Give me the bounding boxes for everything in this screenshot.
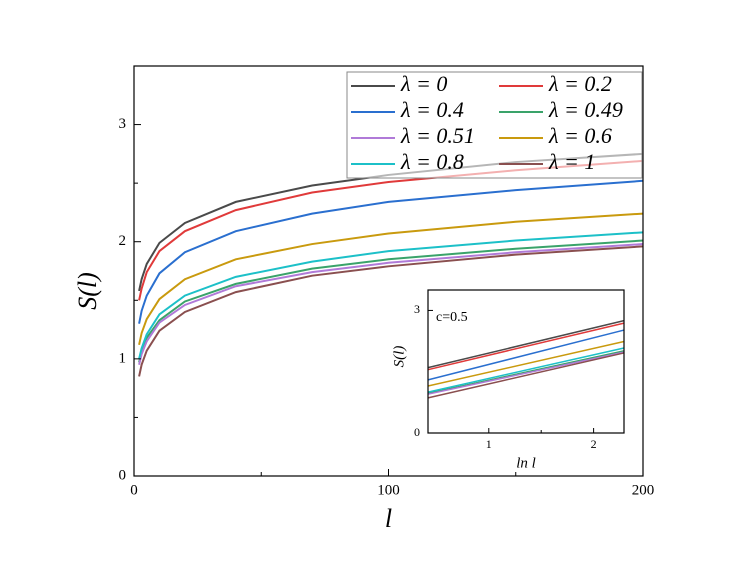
legend-box — [346, 71, 643, 179]
series-line — [138, 243, 644, 365]
y-tick-label: 3 — [119, 116, 127, 132]
legend-label: λ = 0.2 — [548, 71, 612, 96]
x-tick-label: 2 — [591, 437, 597, 451]
y-tick-label: 2 — [119, 233, 127, 249]
series-line — [427, 340, 625, 387]
legend-label: λ = 1 — [548, 149, 595, 174]
legend-label: λ = 0.6 — [548, 123, 612, 148]
legend-label: λ = 0.51 — [400, 123, 475, 148]
series-line — [138, 245, 644, 377]
legend-label: λ = 0.49 — [548, 97, 623, 122]
y-axis-label: S(l) — [73, 272, 102, 310]
annotation: c=0.5 — [436, 310, 468, 325]
series-line — [138, 231, 644, 360]
series-line — [138, 179, 644, 324]
legend-label: λ = 0 — [400, 71, 447, 96]
series-line — [427, 350, 625, 395]
series-line — [138, 159, 644, 301]
legend-label: λ = 0.8 — [400, 149, 464, 174]
series-line — [427, 351, 625, 395]
series-line — [138, 239, 644, 363]
y-tick-label: 3 — [414, 302, 420, 316]
series-line — [427, 352, 625, 399]
series-line — [427, 347, 625, 393]
x-tick-label: 1 — [486, 437, 492, 451]
x-tick-label: 200 — [632, 482, 655, 498]
plot-frame — [427, 289, 625, 434]
x-tick-label: 0 — [130, 482, 138, 498]
series-line — [427, 319, 625, 369]
y-tick-label: 0 — [119, 467, 127, 483]
x-axis-label: l — [385, 504, 392, 533]
x-axis-label: ln l — [516, 455, 536, 471]
y-tick-label: 1 — [119, 350, 127, 366]
series-line — [427, 322, 625, 371]
y-axis-label: S(l) — [391, 346, 407, 368]
series-line — [427, 329, 625, 381]
series-line — [138, 212, 644, 346]
y-tick-label: 0 — [414, 425, 420, 439]
legend-label: λ = 0.4 — [400, 97, 464, 122]
x-tick-label: 100 — [377, 482, 400, 498]
